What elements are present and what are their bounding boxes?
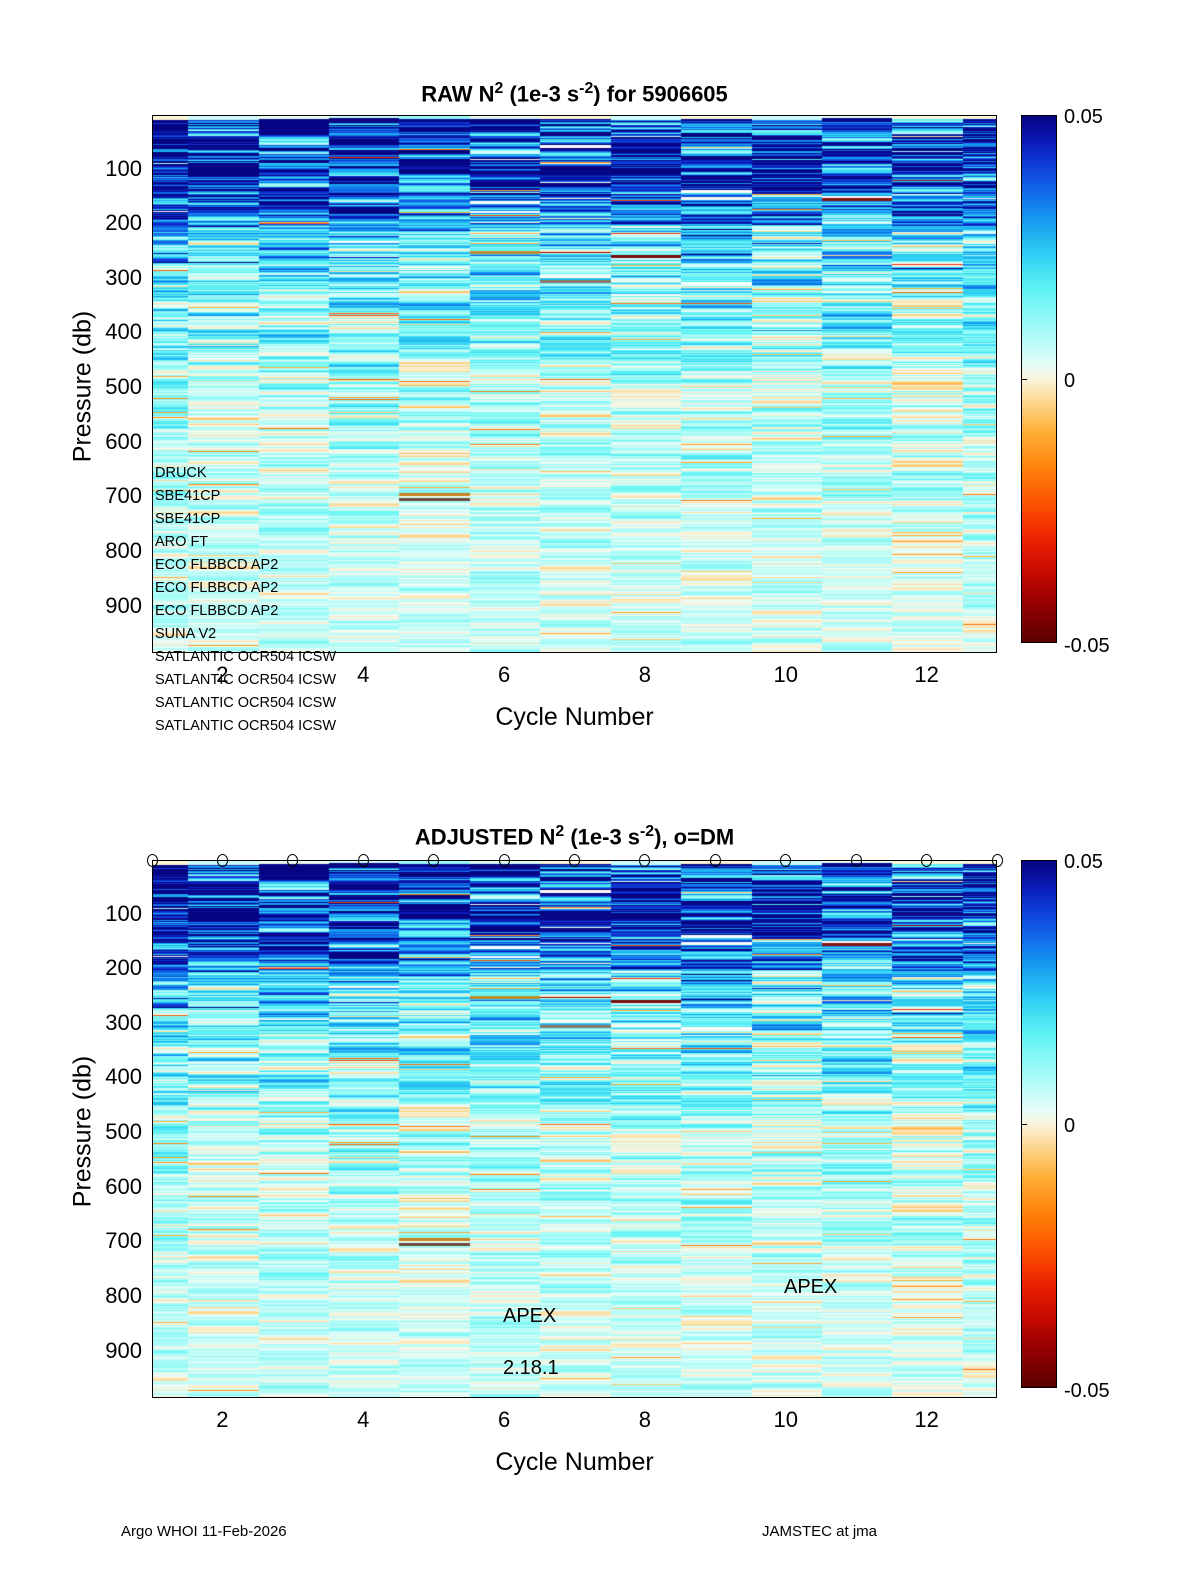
x-tick-label: 8 bbox=[638, 1407, 652, 1432]
y-tick-label: 100 bbox=[105, 900, 142, 926]
y-tick-label: 900 bbox=[105, 1337, 142, 1363]
annotation-version: 2.18.1 bbox=[503, 1357, 559, 1379]
footer-left: Argo WHOI 11-Feb-2026 bbox=[121, 1523, 287, 1540]
y-tick-label: 200 bbox=[105, 210, 142, 236]
y-tick-label: 600 bbox=[105, 1173, 142, 1199]
y-tick-label: 600 bbox=[105, 428, 142, 454]
dm-marker bbox=[639, 854, 651, 867]
adj-title-suffix: ), o=DM bbox=[654, 824, 735, 850]
adjusted-colorbar-max-label: 0.05 bbox=[1064, 851, 1103, 873]
x-tick-label: 2 bbox=[216, 662, 229, 687]
raw-heatmap-canvas bbox=[153, 116, 996, 652]
annotation-apex-2: APEX bbox=[784, 1276, 838, 1298]
dm-marker bbox=[498, 854, 510, 867]
dm-marker bbox=[216, 854, 228, 867]
x-tick-label: 4 bbox=[357, 662, 370, 687]
adj-title-sup1: 2 bbox=[555, 823, 565, 840]
y-tick-label: 300 bbox=[105, 264, 142, 290]
annotation-apex-1: APEX bbox=[503, 1305, 557, 1327]
x-tick-label: 10 bbox=[773, 1407, 798, 1432]
raw-heatmap-axes bbox=[152, 115, 997, 653]
adjusted-colorbar-min-label: -0.05 bbox=[1064, 1380, 1110, 1402]
x-tick-label: 12 bbox=[914, 1407, 939, 1432]
adjusted-x-axis-label: Cycle Number bbox=[495, 1448, 654, 1476]
y-tick-label: 700 bbox=[105, 483, 142, 509]
x-tick-label: 6 bbox=[497, 662, 511, 687]
dm-marker bbox=[921, 854, 933, 867]
footer-right: JAMSTEC at jma bbox=[762, 1523, 878, 1540]
y-tick-label: 800 bbox=[105, 537, 142, 563]
adjusted-heatmap-canvas bbox=[153, 861, 996, 1397]
y-tick-label: 900 bbox=[105, 592, 142, 618]
x-tick-label: 6 bbox=[497, 1407, 511, 1432]
y-tick-label: 400 bbox=[105, 1064, 142, 1090]
dm-marker bbox=[709, 854, 721, 867]
x-tick-label: 10 bbox=[773, 662, 798, 687]
y-tick-label: 400 bbox=[105, 319, 142, 345]
dm-marker bbox=[357, 854, 369, 867]
y-tick-label: 500 bbox=[105, 374, 142, 400]
y-tick-label: 500 bbox=[105, 1119, 142, 1145]
y-tick-label: 700 bbox=[105, 1228, 142, 1254]
x-tick-label: 8 bbox=[638, 662, 652, 687]
dm-marker bbox=[850, 854, 862, 867]
x-tick-label: 12 bbox=[914, 662, 939, 687]
dm-marker bbox=[287, 854, 299, 867]
raw-title-sup1: 2 bbox=[494, 80, 504, 97]
raw-title-prefix: RAW N bbox=[421, 81, 495, 107]
dm-marker bbox=[569, 854, 580, 867]
raw-colorbar-zero-label: 0 bbox=[1064, 370, 1076, 392]
x-tick-label: 2 bbox=[216, 1407, 229, 1432]
raw-title-mid: (1e-3 s bbox=[503, 81, 580, 107]
dm-marker bbox=[780, 854, 792, 867]
adjusted-heatmap-axes bbox=[152, 860, 997, 1398]
adjusted-colorbar-zero-notch bbox=[1021, 1124, 1027, 1125]
raw-colorbar bbox=[1021, 115, 1057, 643]
dm-marker bbox=[146, 854, 158, 867]
adj-title-mid: (1e-3 s bbox=[564, 824, 641, 850]
adj-title-prefix: ADJUSTED N bbox=[414, 824, 556, 850]
y-tick-label: 100 bbox=[105, 155, 142, 181]
y-tick-label: 300 bbox=[105, 1009, 142, 1035]
adjusted-plot-title: ADJUSTED N2 (1e-3 s-2), o=DM bbox=[152, 823, 997, 850]
y-tick-label: 800 bbox=[105, 1282, 142, 1308]
panel-raw: RAW N2 (1e-3 s-2) for 5906605 Pressure (… bbox=[0, 0, 1200, 760]
raw-title-suffix: ) for 5906605 bbox=[593, 81, 728, 107]
x-tick-label: 4 bbox=[357, 1407, 370, 1432]
raw-colorbar-zero-notch bbox=[1021, 379, 1027, 380]
y-tick-label: 200 bbox=[105, 955, 142, 981]
raw-title-sup2: -2 bbox=[579, 80, 594, 97]
raw-colorbar-max-label: 0.05 bbox=[1064, 106, 1103, 128]
dm-marker bbox=[428, 854, 440, 867]
adj-title-sup2: -2 bbox=[640, 823, 655, 840]
raw-plot-title: RAW N2 (1e-3 s-2) for 5906605 bbox=[152, 80, 997, 107]
raw-colorbar-min-label: -0.05 bbox=[1064, 635, 1110, 657]
dm-marker bbox=[991, 854, 1003, 867]
adjusted-colorbar-zero-label: 0 bbox=[1064, 1115, 1076, 1137]
raw-x-axis-label: Cycle Number bbox=[495, 703, 654, 731]
